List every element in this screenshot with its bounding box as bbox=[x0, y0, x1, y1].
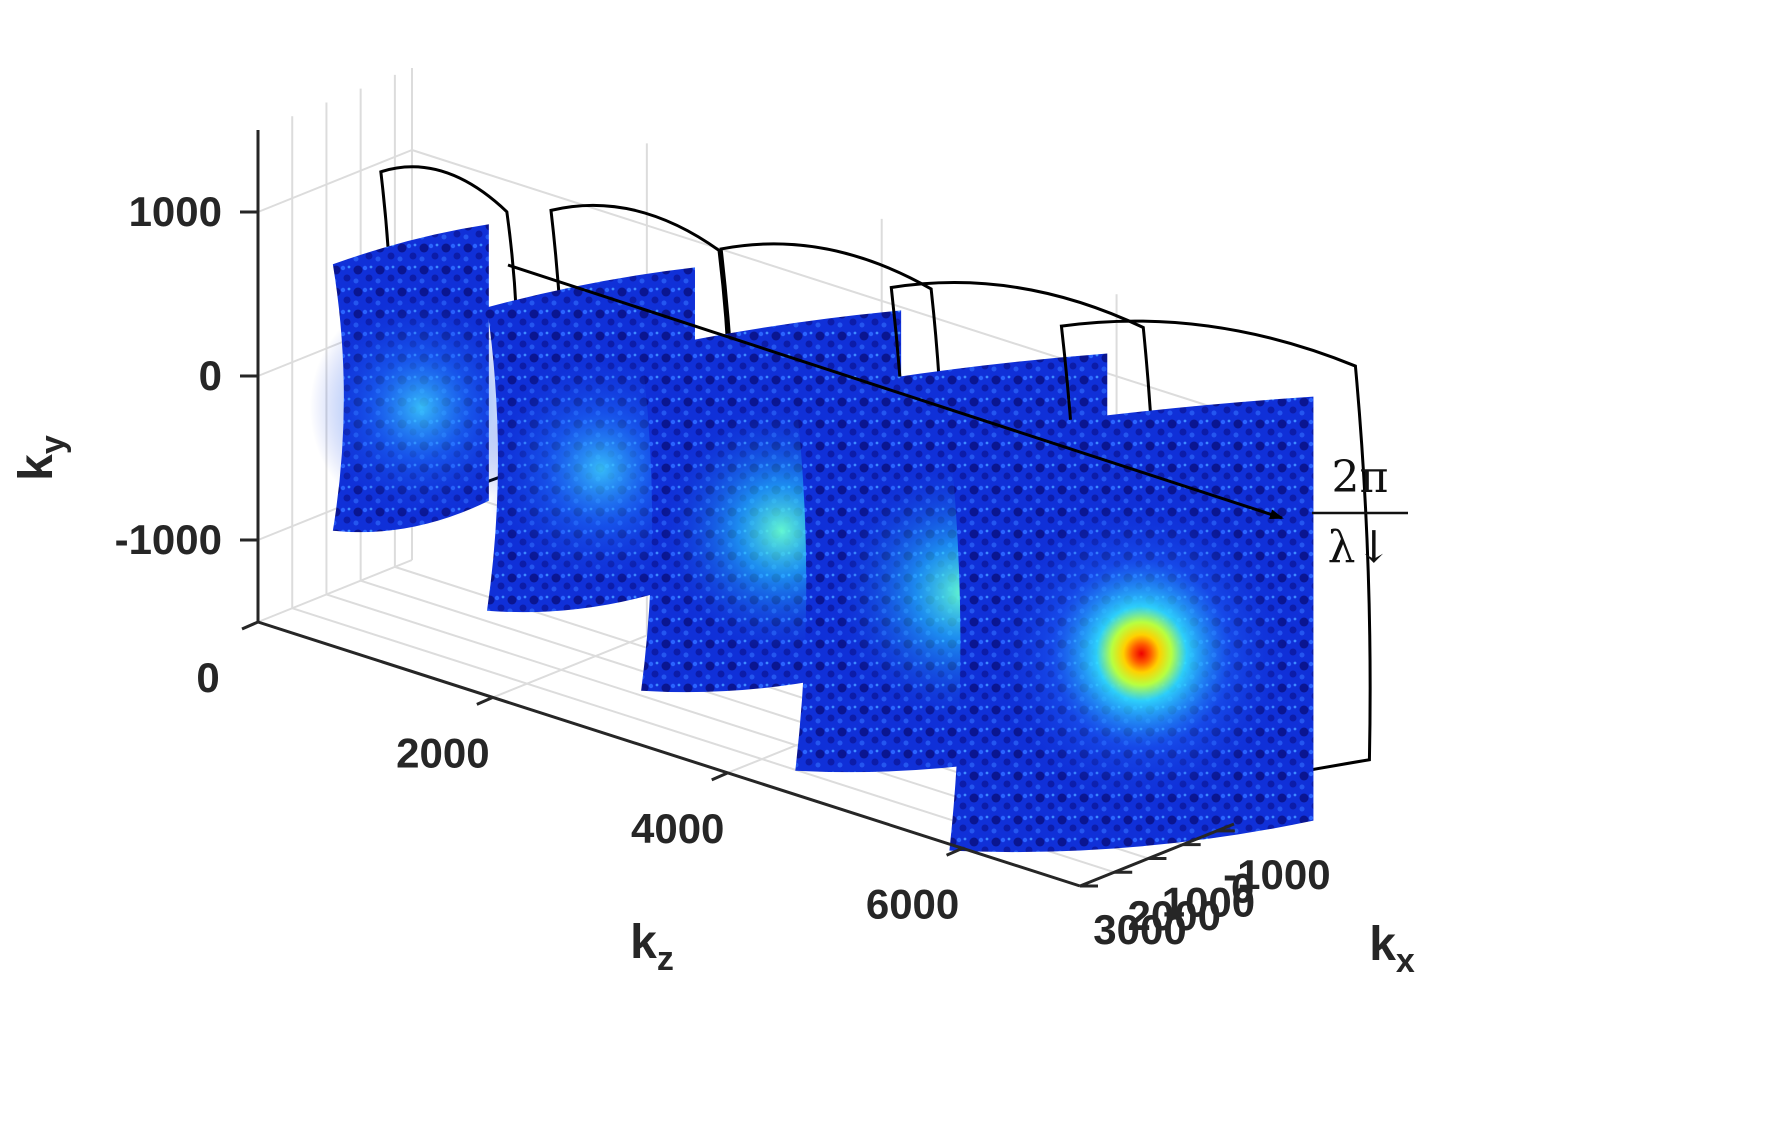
ky-tick-label-2: -1000 bbox=[115, 516, 222, 563]
ky-tick-label-0: 1000 bbox=[129, 188, 222, 235]
x-axis-sub: x bbox=[1396, 942, 1415, 980]
annotation-denominator: λ↓ bbox=[1328, 522, 1393, 573]
kz-tick-label-1: 2000 bbox=[396, 729, 489, 776]
kx-tick-label-1: 2000 bbox=[1128, 892, 1221, 939]
kz-tick-1 bbox=[476, 696, 494, 706]
slice-glow-5 bbox=[991, 496, 1292, 812]
kx-tick-label-4: -1000 bbox=[1223, 851, 1330, 898]
grid-floor-kz-0 bbox=[257, 559, 413, 623]
y-axis-title: ky bbox=[10, 435, 72, 481]
kz-tick-0 bbox=[241, 620, 259, 631]
kz-tick-label-3: 6000 bbox=[866, 880, 959, 927]
kx-tick-label-2: 1000 bbox=[1162, 878, 1255, 925]
x-axis-title: kx bbox=[1369, 918, 1415, 980]
y-axis-sub: y bbox=[34, 435, 72, 454]
z-axis-sub: z bbox=[657, 940, 674, 978]
kz-tick-label-2: 4000 bbox=[631, 805, 724, 852]
x-axis-label: k bbox=[1369, 918, 1396, 971]
grid-floor-kz-1 bbox=[492, 634, 648, 699]
z-axis-label: k bbox=[630, 916, 657, 969]
kz-tick-2 bbox=[711, 771, 729, 782]
z-axis-title: kz bbox=[630, 916, 674, 978]
kz-tick-label-0: 0 bbox=[196, 654, 219, 701]
axes-group bbox=[240, 130, 1235, 888]
kx-tick-label-0: 3000 bbox=[1093, 906, 1186, 953]
tick-labels-group: 02000400060003000200010000-100010000-100… bbox=[115, 188, 1331, 953]
kz-tick-3 bbox=[945, 846, 964, 857]
ky-tick-label-1: 0 bbox=[199, 352, 222, 399]
wavevector-arrow bbox=[507, 263, 1284, 520]
grid-sidewall-ky-2 bbox=[257, 149, 413, 213]
kx-axis-line bbox=[1079, 822, 1235, 888]
slices-group bbox=[309, 165, 1372, 853]
kx-tick-label-3: 0 bbox=[1231, 865, 1254, 912]
annotation-numerator: 2π bbox=[1332, 452, 1389, 503]
slice-glow-1 bbox=[309, 290, 532, 525]
y-axis-label: k bbox=[10, 454, 63, 481]
slice-5 bbox=[949, 319, 1372, 853]
kz-axis-line bbox=[257, 620, 1081, 888]
annotation: 2π λ↓ bbox=[1312, 452, 1408, 573]
